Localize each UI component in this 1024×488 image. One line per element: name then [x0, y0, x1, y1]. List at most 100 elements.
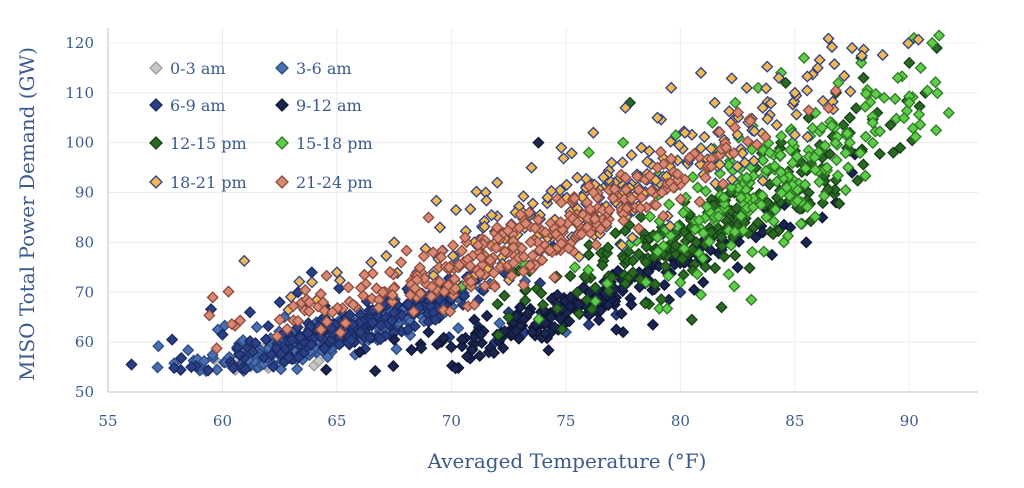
point-9-12-am: [405, 343, 418, 357]
x-tick-label: 55: [98, 412, 117, 430]
point-21-24-pm: [425, 280, 438, 294]
point-18-21-pm: [485, 209, 498, 222]
point-18-21-pm: [736, 147, 749, 160]
point-15-18-pm: [661, 302, 674, 315]
point-15-18-pm: [617, 136, 630, 149]
legend-label: 15-18 pm: [296, 134, 373, 153]
point-15-18-pm: [843, 136, 856, 149]
point-12-15-pm: [609, 227, 622, 240]
point-21-24-pm: [358, 268, 371, 281]
y-tick-label: 100: [65, 134, 94, 152]
point-21-24-pm: [607, 192, 620, 205]
point-15-18-pm: [643, 210, 657, 223]
point-15-18-pm: [799, 162, 812, 175]
point-21-24-pm: [314, 287, 327, 301]
point-3-6-am: [452, 322, 465, 335]
point-18-21-pm: [902, 37, 915, 50]
point-12-15-pm: [626, 254, 639, 267]
point-15-18-pm: [914, 61, 927, 75]
point-15-18-pm: [799, 178, 812, 191]
point-15-18-pm: [780, 181, 793, 194]
point-21-24-pm: [357, 289, 370, 302]
point-15-18-pm: [737, 224, 750, 237]
point-21-24-pm: [533, 243, 546, 257]
point-15-18-pm: [889, 92, 902, 105]
point-15-18-pm: [757, 245, 771, 258]
point-9-12-am: [749, 231, 763, 244]
point-6-9-am: [318, 342, 331, 355]
point-6-9-am: [305, 266, 318, 279]
point-9-12-am: [449, 362, 462, 375]
legend-marker: [275, 61, 289, 75]
point-15-18-pm: [691, 267, 704, 281]
point-15-18-pm: [653, 302, 666, 315]
point-15-18-pm: [677, 206, 690, 219]
point-3-6-am: [291, 363, 304, 376]
point-21-24-pm: [507, 256, 520, 270]
point-18-21-pm: [619, 101, 632, 114]
point-15-18-pm: [688, 223, 702, 236]
point-21-24-pm: [365, 292, 379, 305]
point-21-24-pm: [438, 285, 451, 298]
point-9-12-am: [437, 331, 450, 344]
point-15-18-pm: [770, 175, 783, 188]
point-12-15-pm: [536, 298, 550, 311]
point-21-24-pm: [524, 259, 537, 272]
point-15-18-pm: [830, 154, 843, 167]
point-18-21-pm: [801, 70, 814, 83]
legend-marker: [149, 136, 163, 150]
point-6-9-am: [374, 333, 387, 346]
point-18-21-pm: [876, 48, 889, 62]
point-18-21-pm: [725, 173, 739, 186]
point-21-24-pm: [651, 161, 664, 174]
point-15-18-pm: [829, 136, 842, 150]
point-15-18-pm: [760, 211, 773, 224]
point-15-18-pm: [794, 217, 808, 230]
point-15-18-pm: [725, 181, 738, 194]
point-18-21-pm: [747, 154, 761, 167]
point-21-24-pm: [822, 101, 835, 115]
point-21-24-pm: [665, 152, 678, 165]
point-21-24-pm: [657, 157, 670, 171]
point-18-21-pm: [464, 202, 477, 216]
point-15-18-pm: [664, 229, 677, 242]
point-6-9-am: [301, 327, 315, 340]
point-15-18-pm: [781, 229, 795, 243]
legend-label: 21-24 pm: [296, 173, 373, 192]
point-9-12-am: [777, 218, 791, 231]
point-6-9-am: [305, 338, 318, 351]
point-15-18-pm: [693, 214, 706, 227]
point-6-9-am: [345, 333, 358, 346]
x-tick-label: 90: [900, 412, 919, 430]
y-tick-label: 90: [75, 184, 94, 202]
point-15-18-pm: [808, 151, 821, 164]
point-12-15-pm: [519, 294, 532, 307]
point-15-18-pm: [746, 245, 759, 259]
x-tick-label: 70: [442, 412, 461, 430]
point-15-18-pm: [926, 36, 939, 50]
point-9-12-am: [497, 341, 510, 355]
point-18-21-pm: [238, 254, 251, 268]
point-18-21-pm: [571, 171, 584, 184]
point-15-18-pm: [825, 119, 838, 132]
point-15-18-pm: [712, 210, 725, 223]
point-3-6-am: [151, 361, 164, 374]
point-9-12-am: [510, 310, 523, 323]
point-21-24-pm: [383, 265, 397, 279]
point-15-18-pm: [903, 96, 916, 109]
point-15-18-pm: [677, 242, 691, 255]
point-12-15-pm: [551, 302, 564, 315]
point-21-24-pm: [339, 317, 352, 330]
point-21-24-pm: [829, 84, 842, 97]
point-3-6-am: [493, 317, 506, 330]
point-12-15-pm: [779, 76, 792, 89]
point-21-24-pm: [517, 278, 530, 292]
point-3-6-am: [210, 363, 224, 376]
point-15-18-pm: [866, 136, 879, 149]
point-15-18-pm: [914, 118, 927, 131]
point-15-18-pm: [930, 124, 943, 137]
point-15-18-pm: [891, 71, 904, 84]
point-18-21-pm: [761, 112, 774, 126]
point-21-24-pm: [517, 265, 530, 278]
